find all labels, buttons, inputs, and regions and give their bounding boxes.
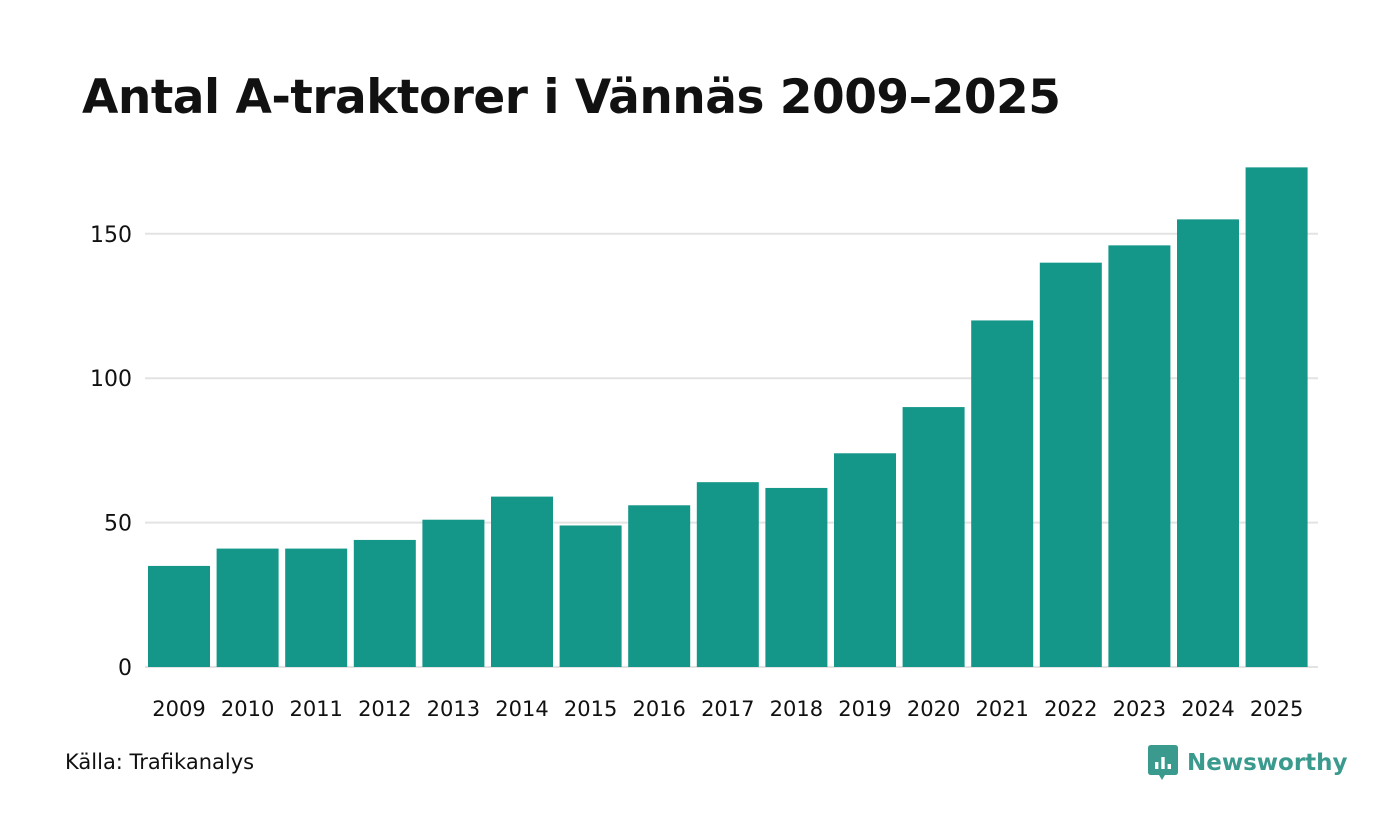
bar-2020 (902, 407, 965, 667)
bar-2024 (1177, 219, 1239, 668)
x-tick-label: 2012 (358, 697, 411, 721)
bar-2013 (422, 519, 485, 667)
bar-2025 (1245, 167, 1308, 667)
x-tick-label: 2017 (701, 697, 754, 721)
y-axis-tick-labels: 0 50 100 150 (90, 223, 132, 681)
bar-2016 (628, 505, 691, 667)
bar-2021 (971, 320, 1034, 667)
y-tick-label: 100 (90, 367, 132, 392)
newsworthy-logo-icon (1148, 745, 1178, 780)
bar-2012 (353, 539, 416, 667)
bar-2015 (559, 525, 622, 667)
x-tick-label: 2016 (632, 697, 685, 721)
bar-2010 (216, 548, 279, 667)
x-tick-label: 2014 (495, 697, 548, 721)
bar-2014 (491, 496, 553, 667)
bar-2023 (1108, 245, 1171, 668)
bar-2011 (285, 548, 348, 667)
bars (148, 167, 1308, 668)
x-tick-label: 2013 (427, 697, 480, 721)
x-axis-tick-labels: 2009 2010 2011 2012 2013 2014 2015 2016 2017 2018… (152, 697, 1303, 721)
x-tick-label: 2020 (907, 697, 960, 721)
bar-2017 (696, 482, 759, 667)
bar-2018 (765, 487, 828, 667)
y-tick-label: 0 (118, 656, 132, 681)
bar-2019 (834, 453, 896, 667)
bar-2022 (1039, 262, 1102, 667)
y-tick-label: 150 (90, 223, 132, 248)
x-tick-label: 2024 (1181, 697, 1234, 721)
brand-name: Newsworthy (1187, 750, 1348, 776)
x-tick-label: 2009 (152, 697, 205, 721)
bar-2009 (148, 565, 210, 667)
brand-logo: Newsworthy (1148, 744, 1348, 782)
x-tick-label: 2022 (1044, 697, 1097, 721)
y-tick-label: 50 (104, 512, 132, 537)
x-tick-label: 2019 (838, 697, 891, 721)
source-note: Källa: Trafikanalys (65, 750, 255, 774)
x-tick-label: 2021 (975, 697, 1028, 721)
x-tick-label: 2015 (564, 697, 617, 721)
chart-title: Antal A-traktorer i Vännäs 2009–2025 (82, 70, 1061, 125)
x-tick-label: 2025 (1250, 697, 1303, 721)
x-tick-label: 2010 (221, 697, 274, 721)
x-tick-label: 2018 (770, 697, 823, 721)
x-tick-label: 2011 (289, 697, 342, 721)
x-tick-label: 2023 (1113, 697, 1166, 721)
